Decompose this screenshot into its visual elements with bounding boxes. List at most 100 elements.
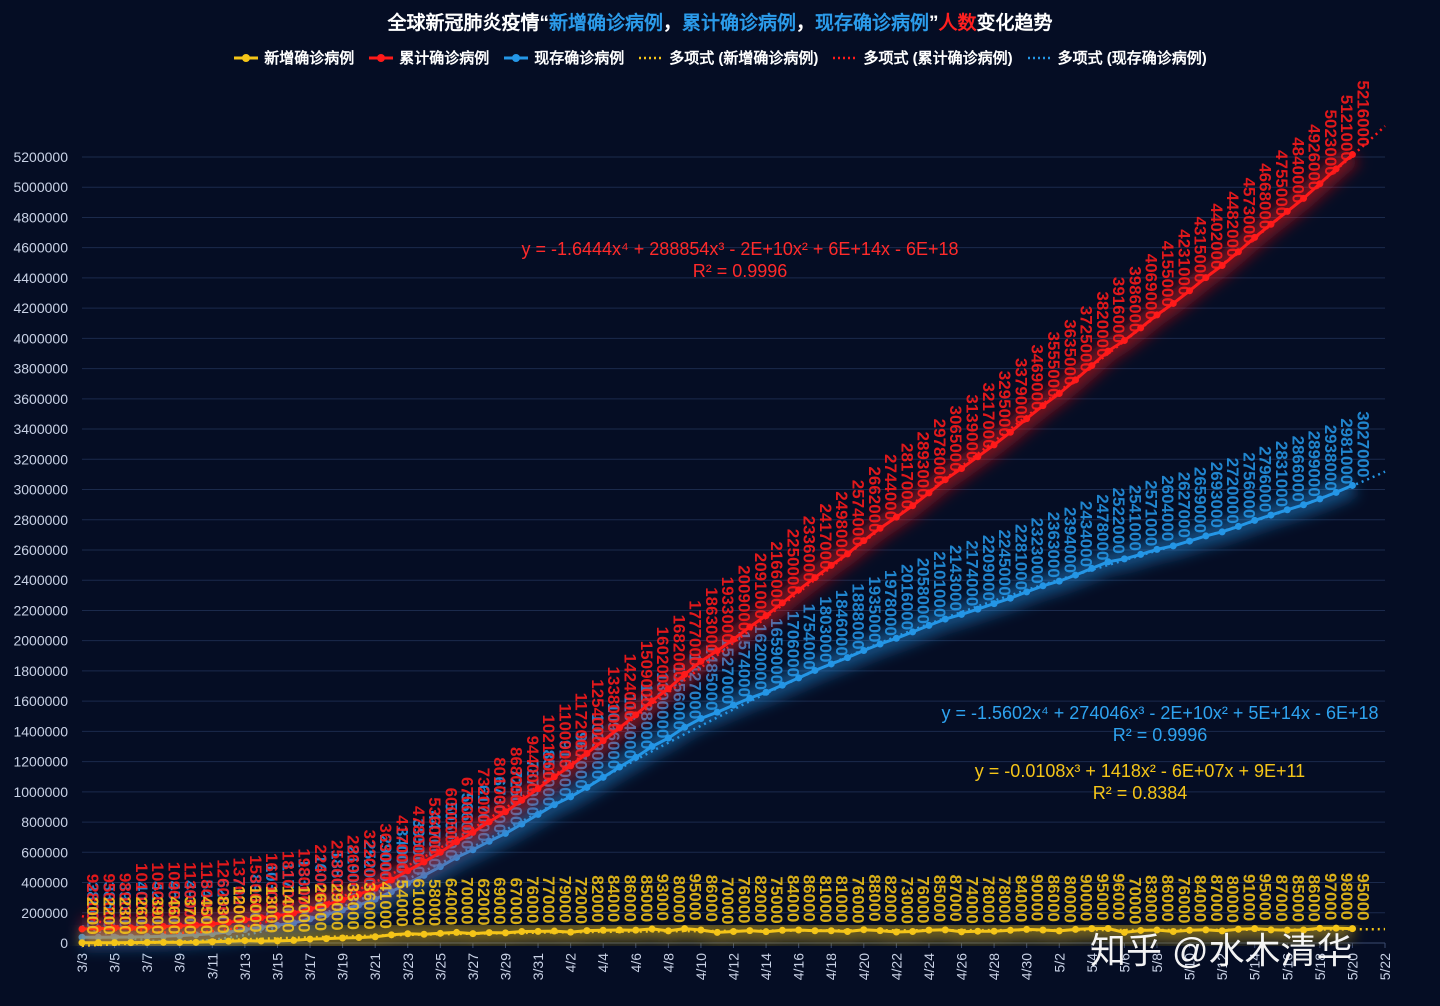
data-label: 322000 <box>360 830 379 887</box>
legend-label: 多项式 (累计确诊病例) <box>863 50 1013 67</box>
data-label: 95000 <box>99 873 118 920</box>
data-label: 81000 <box>816 875 835 922</box>
data-point <box>501 929 509 937</box>
data-label: 2434000 <box>1077 501 1096 567</box>
data-label: 2143000 <box>946 545 965 611</box>
x-tick-label: 5/2 <box>1051 953 1067 973</box>
data-label: 1100000 <box>555 703 574 768</box>
data-label: 79000 <box>555 876 574 923</box>
data-label: 95000 <box>1256 873 1275 920</box>
trend-equation-new: y = -0.0108x³ + 1418x² - 6E+07x + 9E+11 … <box>940 760 1340 804</box>
data-point <box>892 634 900 642</box>
data-label: 93000 <box>653 874 672 921</box>
data-point <box>1202 274 1210 282</box>
data-label: 5023000 <box>1321 110 1340 176</box>
data-label: 82000 <box>588 875 607 922</box>
data-label: 2281000 <box>1011 524 1030 590</box>
title-part: ， <box>662 13 682 34</box>
data-label: 286000 <box>344 835 363 892</box>
y-tick-label: 3800000 <box>13 361 68 377</box>
x-tick-label: 4/28 <box>986 953 1002 980</box>
data-label: 101000 <box>132 863 151 920</box>
marker-line-swatch <box>234 53 259 62</box>
legend-label: 多项式 (新增确诊病例) <box>669 50 819 67</box>
data-point <box>420 858 428 866</box>
x-tick-label: 5/20 <box>1344 953 1360 980</box>
data-label: 3725000 <box>1077 306 1096 372</box>
y-tick-label: 800000 <box>21 814 68 830</box>
y-tick-label: 1800000 <box>13 663 68 679</box>
trendline <box>81 927 1386 948</box>
data-label: 17000 <box>295 885 314 932</box>
data-point <box>909 628 917 636</box>
data-point <box>697 657 705 665</box>
y-tick-label: 1000000 <box>13 784 68 800</box>
data-label: 3986000 <box>1125 266 1144 332</box>
y-tick-label: 2000000 <box>13 633 68 649</box>
data-label: 70000 <box>718 877 737 924</box>
data-point <box>322 901 330 909</box>
data-label: 76000 <box>1174 876 1193 923</box>
data-point <box>453 838 461 846</box>
data-label: 198000 <box>295 848 314 905</box>
trend-equation-active: y = -1.5602x⁴ + 274046x³ - 2E+10x² + 5E+… <box>900 702 1420 746</box>
data-point <box>1006 926 1014 934</box>
data-label: 417000 <box>392 815 411 872</box>
data-point <box>355 890 363 898</box>
data-point <box>1218 262 1226 270</box>
data-point <box>1055 390 1063 398</box>
data-point <box>1088 362 1096 370</box>
data-label: 363000 <box>376 823 395 880</box>
dotted-line-swatch <box>833 56 858 59</box>
x-tick-label: 3/29 <box>497 953 513 980</box>
data-label: 109000 <box>164 862 183 919</box>
data-label: 1846000 <box>832 590 851 656</box>
data-label: 1933000 <box>718 577 737 643</box>
data-point <box>257 914 265 922</box>
y-tick-label: 2200000 <box>13 602 68 618</box>
y-tick-label: 600000 <box>21 844 68 860</box>
x-tick-label: 3/27 <box>465 953 481 980</box>
y-tick-label: 1600000 <box>13 693 68 709</box>
data-label: 2817000 <box>897 443 916 509</box>
data-point <box>681 670 689 678</box>
data-label: 2016000 <box>897 564 916 630</box>
data-label: 82000 <box>751 875 770 922</box>
data-point <box>648 925 656 933</box>
x-tick-label: 4/2 <box>563 953 579 973</box>
data-point <box>111 924 119 932</box>
data-label: 67000 <box>506 878 525 925</box>
data-point <box>974 927 982 935</box>
data-label: 54000 <box>392 880 411 927</box>
data-point <box>1186 926 1194 934</box>
equation-text: y = -1.5602x⁴ + 274046x³ - 2E+10x² + 5E+… <box>941 703 1379 723</box>
data-point <box>648 742 656 750</box>
x-tick-label: 5/22 <box>1377 953 1393 980</box>
x-tick-label: 4/22 <box>888 953 904 980</box>
data-label: 85000 <box>1288 875 1307 922</box>
x-tick-label: 3/7 <box>139 953 155 973</box>
data-label: 2978000 <box>930 419 949 485</box>
y-tick-label: 3200000 <box>13 451 68 467</box>
data-label: 1682000 <box>669 615 688 681</box>
data-label: 85000 <box>637 875 656 922</box>
data-label: 81000 <box>832 875 851 922</box>
data-label: 2009000 <box>735 565 754 631</box>
data-label: 4155000 <box>1158 241 1177 307</box>
data-label: 8300 <box>213 896 232 934</box>
data-label: 95000 <box>1353 873 1372 920</box>
r-squared-text: R² = 0.9996 <box>1112 725 1208 745</box>
data-point <box>159 923 167 931</box>
title-part: 变化趋势 <box>976 13 1053 34</box>
data-label: 86000 <box>620 875 639 922</box>
data-label: 3139000 <box>963 394 982 460</box>
data-label: 2720000 <box>1223 458 1242 524</box>
data-label: 4402000 <box>1207 203 1226 269</box>
data-label: 2899000 <box>1305 431 1324 497</box>
data-point <box>534 810 542 818</box>
y-tick-label: 200000 <box>21 905 68 921</box>
data-label: 2245000 <box>995 529 1014 595</box>
data-point <box>534 785 542 793</box>
legend-item: 累计确诊病例 <box>368 47 489 68</box>
